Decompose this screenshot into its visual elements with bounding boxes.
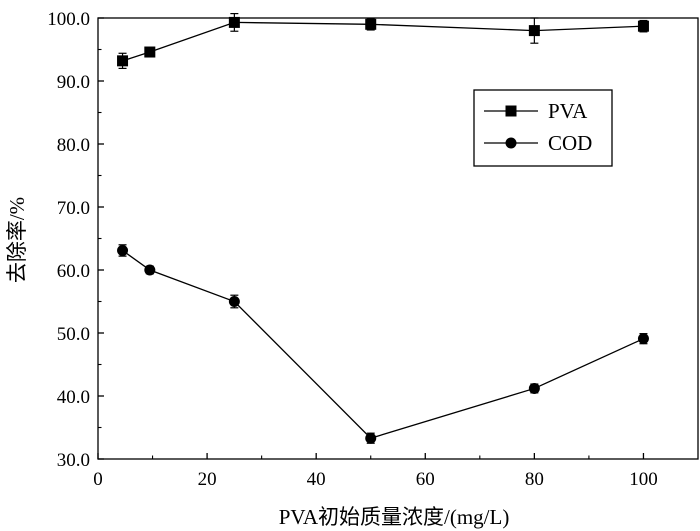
x-axis-title: PVA初始质量浓度/(mg/L) — [279, 505, 510, 529]
legend-box — [473, 89, 613, 167]
point-pva — [117, 55, 129, 67]
point-pva — [637, 20, 649, 32]
point-cod — [144, 264, 156, 276]
y-axis-title: 去除率/% — [5, 197, 29, 283]
y-tick-label: 80.0 — [57, 135, 90, 156]
series-line-pva — [122, 21, 644, 62]
x-tick-label: 60 — [416, 469, 435, 490]
series-cod — [117, 244, 649, 444]
legend-marker-pva — [505, 105, 517, 117]
axes: 0 20 40 60 80 100 30.0 40.0 50.0 60.0 70.0 80.0 90.0… — [47, 9, 699, 490]
series-line-cod — [122, 249, 644, 439]
point-cod — [365, 432, 377, 444]
y-tick-label: 60.0 — [57, 261, 90, 282]
y-tick-label: 30.0 — [57, 450, 90, 471]
x-tick-label: 0 — [93, 469, 103, 490]
point-cod — [228, 296, 240, 307]
y-tick-label: 40.0 — [57, 387, 90, 408]
x-tick-label: 80 — [525, 469, 544, 490]
point-pva — [365, 18, 377, 30]
point-pva — [528, 25, 540, 37]
point-pva — [228, 16, 240, 28]
plot-frame — [97, 17, 699, 460]
legend-label-pva: PVA — [548, 99, 588, 123]
x-tick-label: 100 — [629, 469, 658, 490]
legend: PVA COD — [473, 89, 613, 167]
series-layer — [117, 12, 649, 444]
legend-marker-cod — [505, 137, 517, 149]
point-pva — [144, 46, 156, 58]
y-tick-label: 70.0 — [57, 198, 90, 219]
legend-label-cod: COD — [548, 131, 592, 155]
y-tick-label: 100.0 — [47, 9, 90, 30]
x-tick-label: 20 — [198, 469, 217, 490]
y-tick-label: 90.0 — [57, 72, 90, 93]
point-cod — [637, 333, 649, 345]
y-tick-label: 50.0 — [57, 324, 90, 345]
series-pva — [117, 12, 649, 70]
point-cod — [528, 382, 540, 394]
point-cod — [117, 244, 129, 256]
x-tick-label: 40 — [307, 469, 326, 490]
